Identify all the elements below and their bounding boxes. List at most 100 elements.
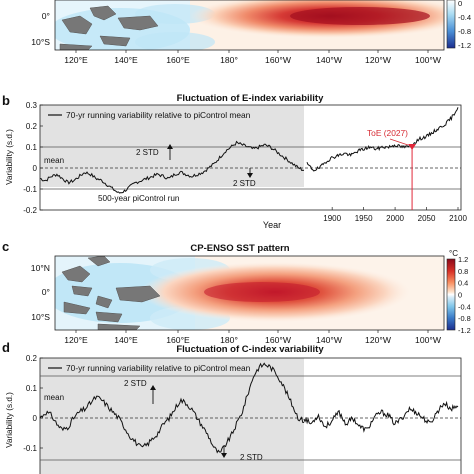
historical-series-line [306,107,459,172]
panel-c-title: CP-ENSO SST pattern [190,243,289,254]
y-tick-label: 0.2 [26,122,38,131]
mean-label: mean [44,393,64,402]
lat-tick-label: 10°S [31,312,50,322]
colorbar-tick-label: 0 [458,0,462,8]
toe-marker [408,144,417,150]
island-landmass [63,301,91,315]
y-tick-label: 0.1 [26,384,38,393]
panel-d-title: Fluctuation of C-index variability [176,344,324,355]
colorbar-tick-label: -0.4 [458,302,471,311]
x-tick-label: 1900 [323,214,341,223]
cp-enso-sst-map [55,256,444,330]
y-tick-label: -0.1 [23,185,37,194]
panel-b-title: Fluctuation of E-index variability [177,93,324,104]
picontrol-series-line [39,140,305,194]
y-tick-label: -0.1 [23,444,37,453]
y-tick-label: 0 [33,164,38,173]
island-landmass [117,15,159,31]
y-tick-label: -0.2 [23,206,37,215]
arrow-down-head [221,453,227,458]
lon-tick-label: 140°W [316,335,343,345]
arrow-up-head [150,385,156,390]
picontrol-label: 500-year piControl run [98,194,180,203]
island-landmass [99,35,131,47]
toe-label: ToE (2027) [367,128,408,138]
lat-tick-label: 10°N [31,263,50,273]
island-landmass [97,323,141,330]
x-tick-label: 2100 [449,214,467,223]
lon-tick-label: 180° [220,55,238,65]
lon-tick-label: 120°E [64,55,88,65]
colorbar-tick-label: 0.8 [458,267,468,276]
island-landmass [59,43,93,50]
colorbar-tick-label: -1.2 [458,41,471,50]
y-tick-label: 0.3 [26,101,38,110]
island-landmass [115,285,161,303]
panel-a-colorbar [446,0,456,49]
panel-c: c CP-ENSO SST pattern °C 1.2 0.8 0.4 0 -0.4 -… [2,239,471,345]
island-landmass [95,311,123,323]
island-landmass [71,285,93,297]
colorbar-tick-label: -0.4 [458,13,471,22]
x-tick-label: 1950 [355,214,373,223]
x-tick-label: 2050 [418,214,436,223]
panel-d-legend: 70-yr running variability relative to pi… [66,363,251,373]
lon-tick-label: 140°W [316,55,343,65]
two-std-up-label: 2 STD [136,148,159,157]
y-tick-label: 0.2 [26,354,38,363]
lat-tick-label: 0° [42,11,50,21]
island-landmass [95,295,113,309]
panel-c-letter: c [2,239,9,254]
colorbar-tick-label: -0.8 [458,314,471,323]
island-landmass [61,265,91,283]
panel-b-legend: 70-yr running variability relative to pi… [66,110,251,120]
picontrol-series-line [39,362,305,454]
colorbar-tick-label: 1.2 [458,255,468,264]
two-std-up-label: 2 STD [124,379,147,388]
panel-b: b Fluctuation of E-index variability 0.3… [2,93,467,230]
two-std-down-label: 2 STD [233,179,256,188]
island-landmass [87,256,111,267]
lon-tick-label: 120°W [365,335,392,345]
lon-tick-label: 100°W [415,55,442,65]
arrow-down-head [247,173,253,178]
panel-d: d Fluctuation of C-index variability 0.2… [2,340,462,474]
panel-b-xlabel: Year [263,220,281,230]
colorbar-unit: °C [449,249,458,258]
island-landmass [89,5,117,21]
panel-b-letter: b [2,93,10,108]
colorbar-tick-label: 0 [458,291,462,300]
lat-tick-label: 0° [42,287,50,297]
toe-pointer [389,138,409,146]
panel-d-ylabel: Variability (s.d.) [5,392,14,448]
mean-label: mean [44,156,64,165]
island-landmass [61,15,93,35]
lon-tick-label: 180° [220,335,238,345]
panel-a-map: 0 -0.4 -0.8 -1.2 0° 10°S 120°E 140°E 160°E 180°… [31,0,471,65]
colorbar-tick-label: -0.8 [458,27,471,36]
panel-d-letter: d [2,340,10,355]
lon-tick-label: 140°E [114,335,138,345]
lon-tick-label: 120°E [64,335,88,345]
y-tick-label: 0 [33,414,38,423]
panel-b-ylabel: Variability (s.d.) [5,129,14,185]
lon-tick-label: 160°W [265,55,292,65]
two-std-down-label: 2 STD [240,453,263,462]
lon-tick-label: 160°W [265,335,292,345]
lon-tick-label: 100°W [415,335,442,345]
arrow-up-head [167,144,173,149]
colorbar-tick-label: 0.4 [458,279,468,288]
y-tick-label: 0.1 [26,143,38,152]
lon-tick-label: 160°E [166,55,190,65]
lat-tick-label: 10°S [31,37,50,47]
x-tick-label: 2000 [386,214,404,223]
colorbar-tick-label: -1.2 [458,326,471,335]
historical-series-line [303,400,459,433]
panel-b-plot-frame [39,104,462,211]
lon-tick-label: 140°E [114,55,138,65]
picontrol-shaded-region [40,358,304,474]
lon-tick-label: 160°E [166,335,190,345]
panel-c-colorbar [446,258,456,331]
lon-tick-label: 120°W [365,55,392,65]
